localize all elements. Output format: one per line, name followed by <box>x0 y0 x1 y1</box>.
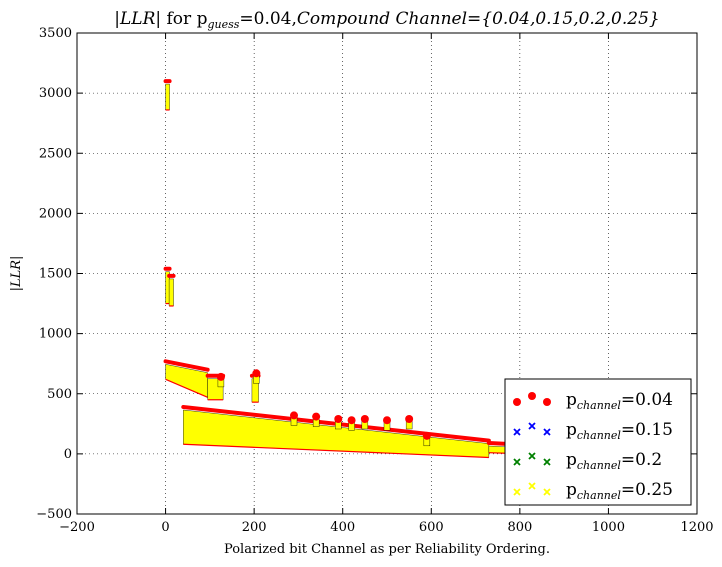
spike-cap <box>405 415 414 424</box>
spike-cap <box>312 412 321 421</box>
series-red-bottom <box>183 443 489 459</box>
y-tick-label: 3000 <box>39 86 72 101</box>
legend-marker-circle <box>513 398 521 406</box>
legend-marker-circle <box>528 392 536 400</box>
spike-cap <box>347 416 356 425</box>
spike-cap <box>252 369 261 378</box>
legend-marker-x <box>513 488 521 496</box>
legend-marker-x <box>543 428 551 436</box>
x-tick-label: 800 <box>507 520 532 535</box>
legend-label: pchannel=0.15 <box>566 420 673 442</box>
legend-entry: pchannel=0.25 <box>513 480 673 502</box>
legend: pchannel=0.04 pchannel=0.15 pchannel=0.2 pc… <box>504 378 692 506</box>
x-tick-label: 0 <box>161 520 169 535</box>
x-tick-label: 200 <box>242 520 267 535</box>
x-tick-label: −200 <box>59 520 95 535</box>
legend-marker-x <box>513 428 521 436</box>
spike-cap <box>383 416 391 425</box>
spike-cap <box>290 411 298 420</box>
legend-marker-x <box>543 488 551 496</box>
series-band <box>168 278 174 307</box>
legend-entry: pchannel=0.2 <box>513 450 662 472</box>
legend-label: pchannel=0.04 <box>566 390 673 412</box>
legend-box <box>504 378 692 506</box>
legend-marker-x <box>543 458 551 466</box>
x-tick-label: 600 <box>419 520 444 535</box>
legend-marker-circle <box>543 398 551 406</box>
y-tick-label: 2500 <box>39 146 72 161</box>
legend-label: pchannel=0.2 <box>566 450 662 472</box>
chart-title: |LLR| for pguess=0.04,Compound Channel={… <box>114 9 659 31</box>
spike-cap <box>422 431 431 440</box>
x-axis-label: Polarized bit Channel as per Reliability… <box>224 542 550 557</box>
x-tick-label: 1000 <box>592 520 625 535</box>
spike-cap <box>360 415 369 424</box>
legend-marker-x <box>528 422 536 430</box>
legend-entry: pchannel=0.04 <box>513 390 673 412</box>
legend-label: pchannel=0.25 <box>566 480 673 502</box>
y-tick-label: 3500 <box>39 26 72 41</box>
spike-cap <box>334 415 343 424</box>
y-tick-label: 1000 <box>39 327 72 342</box>
x-tick-label: 400 <box>330 520 355 535</box>
series-red-bottom <box>165 378 208 398</box>
y-tick-label: 1500 <box>39 267 72 282</box>
y-tick-label: 500 <box>47 387 72 402</box>
legend-marker-x <box>528 482 536 490</box>
y-tick-label: −500 <box>36 507 72 522</box>
legend-marker-x <box>528 452 536 460</box>
y-axis-label: |LLR| <box>9 256 24 292</box>
y-tick-label: 0 <box>64 447 72 462</box>
series-band <box>165 83 170 111</box>
x-tick-label: 1200 <box>680 520 713 535</box>
spike-cap <box>216 372 225 381</box>
series-red-edge <box>163 359 210 372</box>
axis-ticks: −200 0 200 400 600 800 1000 1200 −500 0 500 1000 150… <box>36 26 713 535</box>
legend-entry: pchannel=0.15 <box>513 420 673 442</box>
y-tick-label: 2000 <box>39 206 72 221</box>
legend-marker-x <box>513 458 521 466</box>
